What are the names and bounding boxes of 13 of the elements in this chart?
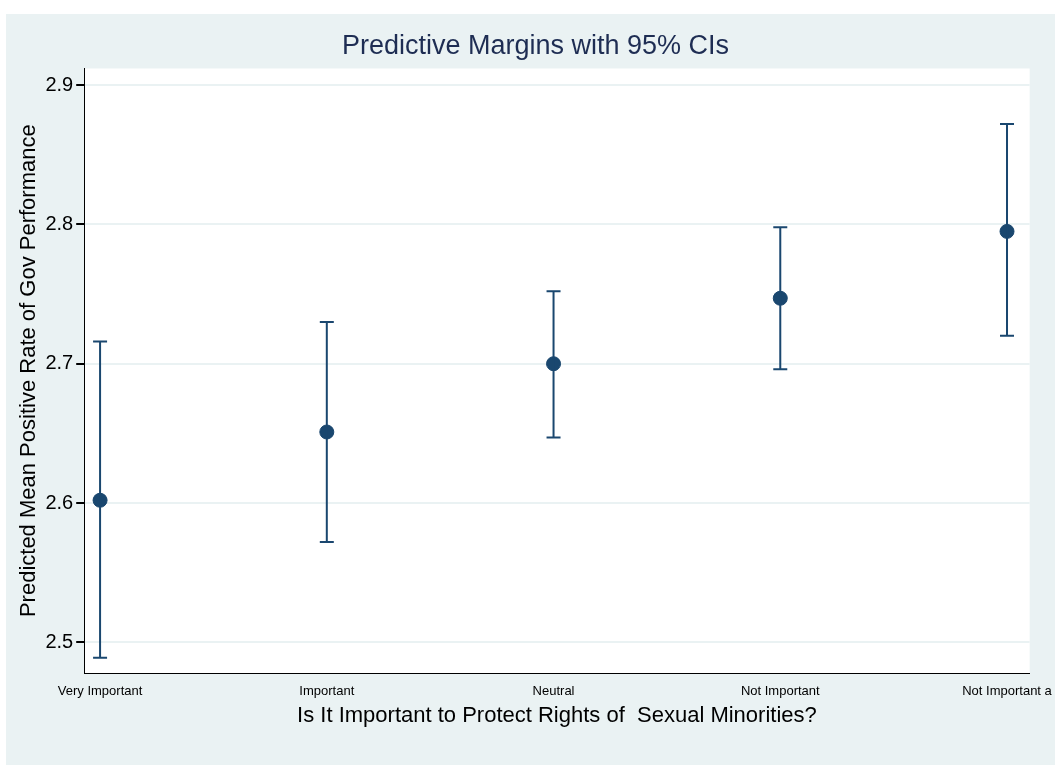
y-tick-label: 2.6 — [45, 490, 74, 513]
chart-title: Predictive Margins with 95% CIs — [341, 29, 730, 60]
x-tick-label: Not Important a — [962, 683, 1053, 699]
y-axis-title: Predicted Mean Positive Rate of Gov Performance — [15, 124, 41, 618]
y-tick-label: 2.7 — [45, 351, 74, 374]
x-tick-label: Very Important — [57, 683, 143, 699]
x-tick-label: Not Important — [740, 683, 821, 699]
x-axis-title: Is It Important to Protect Rights of Sexual Minorities? — [297, 701, 817, 727]
y-tick-label: 2.8 — [45, 211, 74, 234]
y-tick-label: 2.5 — [45, 629, 74, 652]
y-tick-label: 2.9 — [45, 72, 74, 95]
x-tick-label: Important — [299, 683, 355, 699]
x-tick-label: Neutral — [532, 683, 575, 699]
